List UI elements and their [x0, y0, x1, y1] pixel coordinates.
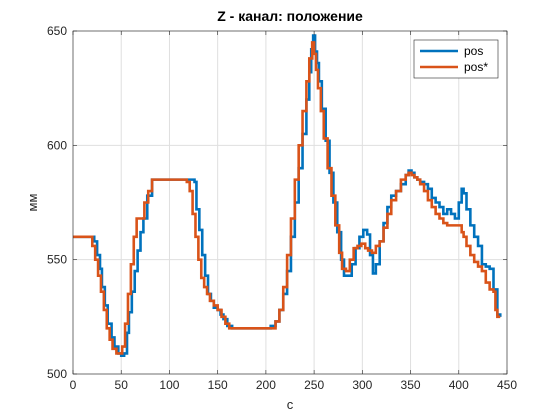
chart-title: Z - канал: положение: [217, 8, 363, 24]
x-tick-label: 250: [304, 378, 324, 392]
legend-label-pos: pos: [464, 44, 483, 58]
legend: pos pos*: [413, 39, 499, 79]
x-tick-label: 150: [208, 378, 228, 392]
plot-area: [73, 31, 507, 374]
y-tick-label: 500: [47, 367, 67, 381]
legend-label-pos-star: pos*: [464, 60, 488, 74]
y-tick-label: 600: [47, 138, 67, 152]
x-tick-label: 400: [449, 378, 469, 392]
legend-box: [413, 39, 499, 79]
x-tick-label: 450: [497, 378, 517, 392]
x-tick-label: 350: [401, 378, 421, 392]
axis-ticks: 0 50 100 150 200 250 300 350 400 450 500 550 600 650: [47, 24, 517, 392]
axes-box: [72, 30, 508, 375]
x-tick-label: 300: [352, 378, 372, 392]
y-tick-label: 650: [47, 24, 67, 38]
y-tick-label: 550: [47, 253, 67, 267]
x-tick-label: 0: [70, 378, 77, 392]
x-tick-label: 100: [159, 378, 179, 392]
y-axis-label: мм: [25, 194, 40, 212]
series-lines: [73, 34, 502, 358]
x-axis-label: с: [287, 397, 294, 412]
x-tick-label: 50: [115, 378, 129, 392]
series-line-pos-star: [73, 41, 501, 355]
x-tick-label: 200: [256, 378, 276, 392]
